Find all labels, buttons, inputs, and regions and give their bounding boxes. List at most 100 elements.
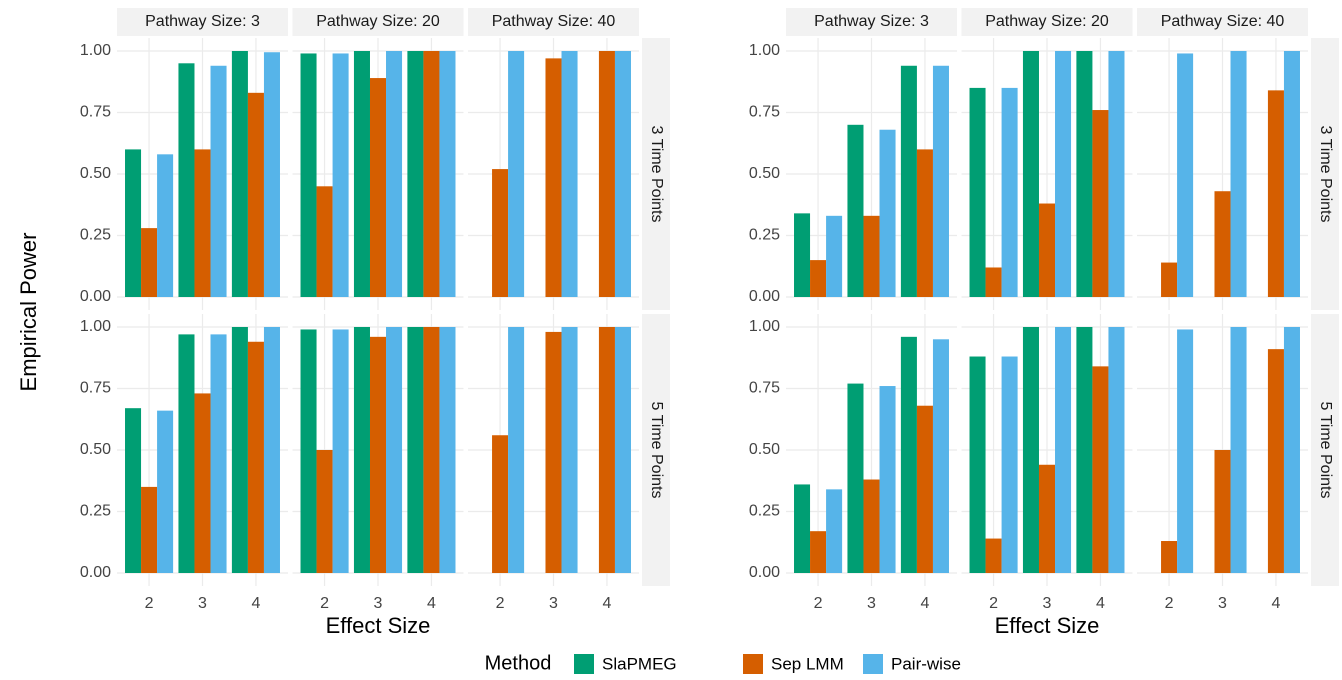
bar [247,92,264,297]
legend-label: Sep LMM [771,654,844,673]
x-tick-label: 3 [867,595,876,612]
bar [863,479,880,573]
y-tick-label: 0.25 [749,503,780,520]
y-tick-label: 0.25 [80,503,111,520]
y-tick-label: 0.00 [80,288,111,305]
y-tick-label: 0.75 [749,104,780,121]
bar [1076,327,1093,573]
bar [300,53,317,298]
bar [826,489,843,573]
y-tick-label: 1.00 [749,42,780,59]
x-tick-label: 2 [320,595,329,612]
col-strip-label: Pathway Size: 20 [316,13,440,30]
bar [1055,51,1072,297]
bar [1267,90,1284,297]
bar [439,327,456,573]
bar [932,65,949,297]
y-tick-label: 0.00 [749,288,780,305]
bar [863,215,880,297]
bar [231,51,248,297]
bar [1161,262,1178,297]
bar [353,51,370,297]
bar [847,124,864,297]
bar [247,341,264,573]
x-tick-label: 4 [1096,595,1105,612]
bar [492,169,509,297]
bar [916,149,933,297]
bar [492,435,509,573]
bar [810,260,827,297]
strip-bg [961,8,1133,36]
y-tick-label: 0.00 [80,564,111,581]
x-tick-label: 3 [1218,595,1227,612]
bar [125,149,142,297]
bar [1230,327,1247,573]
bar [847,383,864,573]
bar [1161,541,1178,573]
bar [1001,356,1018,573]
legend-swatch [743,654,763,674]
bar [598,327,615,573]
y-tick-label: 0.75 [80,104,111,121]
bar [985,538,1002,573]
x-tick-label: 3 [374,595,383,612]
x-tick-label: 4 [427,595,436,612]
bar [826,215,843,297]
bar [157,410,174,573]
y-tick-label: 0.75 [80,380,111,397]
bar [141,228,158,297]
col-strip-label: Pathway Size: 40 [1161,13,1285,30]
y-tick-label: 0.25 [80,227,111,244]
legend-label: SlaPMEG [602,654,677,673]
bar [407,51,424,297]
bar [353,327,370,573]
y-tick-label: 0.50 [80,165,111,182]
bar [210,334,227,573]
bar [1038,203,1056,297]
x-tick-label: 2 [145,595,154,612]
strip-bg [468,8,639,36]
bar [1022,51,1039,297]
bar [1283,51,1300,297]
bar [598,51,615,297]
legend-swatch [863,654,883,674]
y-tick-label: 0.75 [749,380,780,397]
bar [210,65,227,297]
y-tick-label: 0.50 [749,165,780,182]
bar [561,327,578,573]
strip-bg [1137,8,1308,36]
bar [332,53,349,298]
bar [386,327,403,573]
strip-bg [117,8,288,36]
y-tick-label: 1.00 [80,318,111,335]
bar [969,87,986,298]
x-tick-label: 4 [920,595,929,612]
bar [194,149,211,297]
x-tick-label: 3 [549,595,558,612]
bar [1108,51,1125,297]
bar [1076,51,1093,297]
bar [1214,191,1231,297]
row-strip-label: 3 Time Points [1317,126,1334,223]
bar [1001,87,1018,298]
bar [178,63,195,297]
bar [545,331,562,573]
bar [1177,329,1194,573]
strip-bg [642,314,670,586]
bar [423,51,440,297]
strip-bg [1311,314,1339,586]
strip-bg [292,8,464,36]
bar [316,450,333,573]
bar [1283,327,1300,573]
x-tick-label: 2 [989,595,998,612]
col-strip-label: Pathway Size: 3 [145,13,260,30]
bar [194,393,211,573]
bar [1108,327,1125,573]
strip-bg [786,8,957,36]
bar [879,386,896,573]
x-tick-label: 3 [198,595,207,612]
col-strip-label: Pathway Size: 20 [985,13,1109,30]
bar [879,129,896,297]
bar [969,356,986,573]
